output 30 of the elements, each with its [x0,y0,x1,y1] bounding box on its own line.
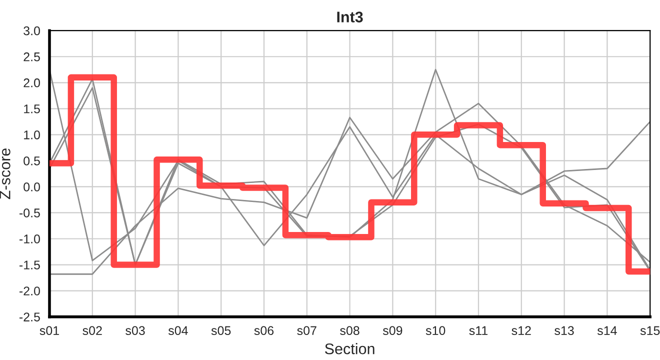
x-axis-title: Section [325,343,374,354]
y-tick-label: 0.0 [24,182,40,192]
x-tick-label: s10 [426,326,446,336]
x-tick-label: s01 [40,326,59,336]
y-tick-label: 2.0 [24,78,40,88]
y-tick-label: 0.5 [24,156,40,166]
x-tick-label: s14 [597,326,617,336]
y-tick-label: -2.5 [19,312,40,322]
x-tick-label: s08 [340,326,360,336]
x-tick-label: s09 [382,326,402,336]
y-tick-label: -1.5 [19,260,40,270]
x-tick-label: s03 [126,326,145,336]
y-tick-label: -0.5 [19,208,40,218]
x-tick-label: s07 [297,326,316,336]
x-tick-label: s05 [211,326,231,336]
x-tick-label: s06 [254,326,274,336]
x-tick-label: s13 [554,326,574,336]
y-tick-label: -2.0 [19,286,40,296]
chart-title: Int3 [337,12,363,22]
y-tick-label: 1.5 [24,104,40,114]
y-tick-label: -1.0 [19,234,40,244]
x-tick-label: s11 [469,326,488,336]
y-tick-label: 2.5 [24,52,40,62]
x-tick-label: s12 [512,326,531,336]
x-tick-label: s15 [640,326,660,336]
x-tick-label: s02 [82,326,102,336]
y-tick-label: 3.0 [24,26,40,36]
x-tick-label: s04 [168,326,188,336]
y-axis-title: Z-score [0,148,10,200]
y-tick-label: 1.0 [24,130,40,140]
